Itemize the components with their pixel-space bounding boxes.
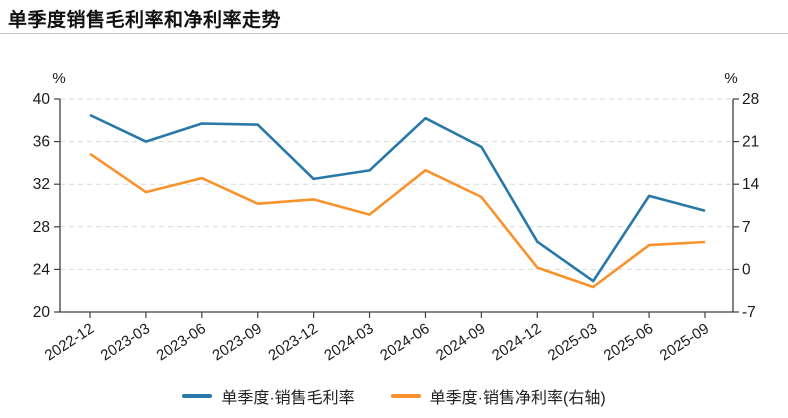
x-axis-tick-label: 2023-09 bbox=[209, 320, 264, 364]
legend-swatch-net-margin bbox=[390, 394, 421, 398]
x-axis-tick-label: 2022-12 bbox=[42, 320, 97, 364]
legend-label-gross-margin: 单季度·销售毛利率 bbox=[221, 390, 355, 407]
y-axis-right-tick-label: 21 bbox=[742, 134, 759, 151]
x-axis-tick-label: 2024-09 bbox=[433, 320, 488, 364]
legend-swatch-gross-margin bbox=[182, 394, 213, 398]
y-axis-right-tick-label: 28 bbox=[742, 91, 759, 108]
y-axis-right-tick-label: -7 bbox=[742, 304, 756, 321]
series-line-1 bbox=[89, 152, 706, 289]
x-axis-tick-label: 2025-06 bbox=[601, 320, 656, 364]
legend-item-net-margin: 单季度·销售净利率(右轴) bbox=[390, 384, 606, 408]
x-axis-tick-label: 2025-09 bbox=[657, 320, 712, 364]
x-axis-tick-label: 2024-12 bbox=[489, 320, 544, 364]
x-axis-tick-label: 2023-12 bbox=[265, 320, 320, 364]
y-axis-left-tick-label: 40 bbox=[33, 91, 51, 108]
title-divider bbox=[0, 33, 788, 34]
y-axis-right-tick-label: 0 bbox=[742, 261, 751, 278]
y-axis-right-tick-label: 14 bbox=[742, 176, 760, 193]
right-axis-unit-label: % bbox=[724, 70, 737, 87]
y-axis-left-tick-label: 24 bbox=[33, 261, 51, 278]
y-axis-right-tick-label: 7 bbox=[742, 219, 751, 236]
x-axis-tick-label: 2024-03 bbox=[321, 320, 376, 364]
x-axis-tick-label: 2024-06 bbox=[377, 320, 432, 364]
x-axis-tick-label: 2023-06 bbox=[154, 320, 209, 364]
y-axis-left-tick-label: 28 bbox=[33, 219, 50, 236]
x-axis-tick-label: 2023-03 bbox=[98, 320, 153, 364]
left-axis-unit-label: % bbox=[52, 70, 65, 87]
legend-item-gross-margin: 单季度·销售毛利率 bbox=[182, 384, 355, 408]
y-axis-left-tick-label: 36 bbox=[33, 134, 50, 151]
y-axis-left-tick-label: 20 bbox=[33, 304, 51, 321]
x-axis-tick-label: 2025-03 bbox=[545, 320, 600, 364]
chart-legend: 单季度·销售毛利率 单季度·销售净利率(右轴) bbox=[0, 383, 788, 409]
y-axis-left-tick-label: 32 bbox=[33, 176, 50, 193]
series-line-0 bbox=[89, 113, 706, 283]
legend-label-net-margin: 单季度·销售净利率(右轴) bbox=[429, 390, 606, 407]
chart-title: 单季度销售毛利率和净利率走势 bbox=[8, 10, 282, 31]
